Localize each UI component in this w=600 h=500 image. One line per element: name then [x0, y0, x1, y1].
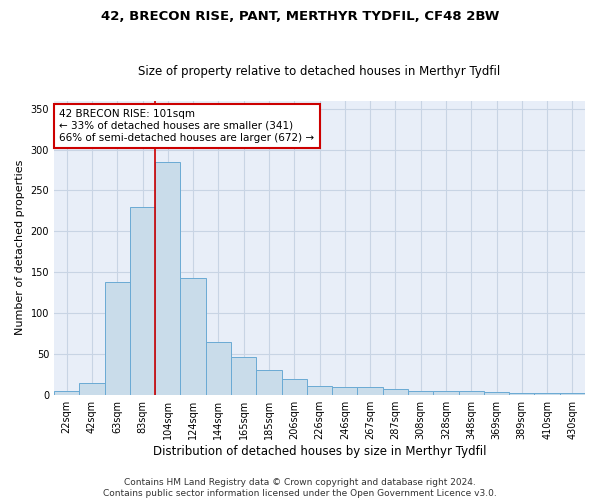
Bar [358, 388, 383, 394]
X-axis label: Distribution of detached houses by size in Merthyr Tydfil: Distribution of detached houses by size … [153, 444, 486, 458]
Bar [433, 392, 458, 394]
Bar [206, 342, 231, 394]
Bar [535, 393, 560, 394]
Text: 42 BRECON RISE: 101sqm
← 33% of detached houses are smaller (341)
66% of semi-de: 42 BRECON RISE: 101sqm ← 33% of detached… [59, 110, 314, 142]
Text: Contains HM Land Registry data © Crown copyright and database right 2024.
Contai: Contains HM Land Registry data © Crown c… [103, 478, 497, 498]
Bar [484, 392, 509, 394]
Bar [155, 162, 181, 394]
Bar [54, 390, 79, 394]
Bar [509, 393, 535, 394]
Bar [383, 389, 408, 394]
Y-axis label: Number of detached properties: Number of detached properties [15, 160, 25, 336]
Bar [408, 392, 433, 394]
Bar [458, 390, 484, 394]
Bar [104, 282, 130, 395]
Title: Size of property relative to detached houses in Merthyr Tydfil: Size of property relative to detached ho… [139, 66, 500, 78]
Bar [79, 384, 104, 394]
Bar [281, 379, 307, 394]
Text: 42, BRECON RISE, PANT, MERTHYR TYDFIL, CF48 2BW: 42, BRECON RISE, PANT, MERTHYR TYDFIL, C… [101, 10, 499, 23]
Bar [307, 386, 332, 394]
Bar [332, 388, 358, 394]
Bar [231, 357, 256, 395]
Bar [560, 393, 585, 394]
Bar [130, 206, 155, 394]
Bar [256, 370, 281, 394]
Bar [181, 278, 206, 394]
